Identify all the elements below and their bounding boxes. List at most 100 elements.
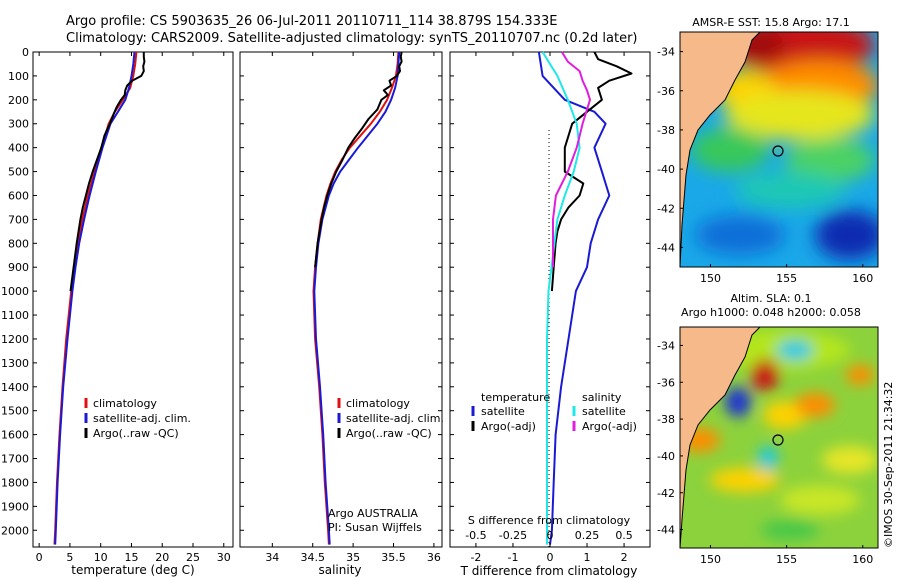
depth-tick-label: 1300: [1, 357, 29, 370]
salinity-panel: [239, 51, 443, 548]
x-tick-label-salinity: 0.5: [615, 529, 633, 542]
difference-xlabel: T difference from climatology: [460, 564, 638, 578]
series-line-argo: [314, 51, 403, 268]
x-tick-label: 2: [621, 551, 628, 564]
imos-credit: ©IMOS 30-Sep-2011 21:34:32: [882, 382, 895, 548]
legend-label-t-argo: Argo(-adj): [481, 420, 536, 433]
depth-tick-label: 1400: [1, 381, 29, 394]
depth-tick-label: 0: [22, 46, 29, 59]
depth-tick-label: 1700: [1, 453, 29, 466]
y-tick-label: -36: [657, 376, 675, 389]
sla-map-title-line2: Argo h1000: 0.048 h2000: 0.058: [681, 306, 861, 319]
y-tick-label: -34: [657, 46, 675, 59]
x-tick-label: 10: [94, 551, 108, 564]
x-tick-label: 155: [776, 553, 797, 566]
difference-panel: [449, 51, 651, 548]
legend-label-s-argo: Argo(-adj): [582, 420, 637, 433]
x-tick-label: 0: [36, 551, 43, 564]
legend-label-climatology: climatology: [346, 397, 410, 410]
legend-label-satellite: satellite-adj. clim.: [93, 412, 191, 425]
sst-map-axes: 150 155 160 -34 -36 -38 -40 -42 -44: [657, 46, 873, 285]
x-tick-label: 35.5: [381, 551, 406, 564]
temperature-series: [53, 51, 146, 545]
sst-map: [680, 32, 878, 267]
x-tick-label: 15: [124, 551, 138, 564]
x-tick-label: 36: [427, 551, 441, 564]
depth-tick-label: 100: [8, 70, 29, 83]
sla-map-frame: [679, 326, 879, 549]
x-tick-label: 35: [346, 551, 360, 564]
x-tick-label: 160: [852, 553, 873, 566]
legend-label-s-satellite: satellite: [582, 405, 626, 418]
legend-label-t-satellite: satellite: [481, 405, 525, 418]
temperature-legend: climatology satellite-adj. clim. Argo(..…: [84, 397, 191, 440]
y-tick-label: -40: [657, 163, 675, 176]
depth-tick-label: 300: [8, 118, 29, 131]
depth-tick-label: 800: [8, 237, 29, 250]
legend-label-climatology: climatology: [93, 397, 157, 410]
temperature-xlabel: temperature (deg C): [71, 563, 194, 577]
legend-title-temperature: temperature: [481, 391, 550, 404]
x-tick-label: 1: [584, 551, 591, 564]
x-tick-label: 25: [186, 551, 200, 564]
depth-tick-label: 600: [8, 189, 29, 202]
series-line-t-argo: [550, 51, 633, 292]
depth-tick-label: 1800: [1, 476, 29, 489]
difference-series: [537, 51, 633, 545]
x-tick-label-salinity: -0.5: [465, 529, 486, 542]
y-tick-label: -40: [657, 450, 675, 463]
depth-tick-label: 700: [8, 213, 29, 226]
series-line-s-argo: [552, 51, 591, 268]
legend-label-satellite: satellite-adj. clim.: [346, 412, 444, 425]
x-tick-label: 160: [852, 272, 873, 285]
difference-top-xlabel: S difference from climatology: [468, 514, 631, 527]
depth-tick-label: 2000: [1, 524, 29, 537]
x-tick-label: 34: [265, 551, 279, 564]
y-tick-label: -42: [657, 487, 675, 500]
depth-tick-label: 1900: [1, 500, 29, 513]
sst-map-title: AMSR-E SST: 15.8 Argo: 17.1: [692, 16, 850, 29]
argo-float-marker: [772, 434, 784, 446]
x-tick-label: -1: [507, 551, 518, 564]
series-line-satellite: [54, 51, 136, 545]
salinity-xlabel: salinity: [318, 563, 361, 577]
figure-title-line1: Argo profile: CS 5903635_26 06-Jul-2011 …: [66, 14, 557, 29]
legend-label-argo: Argo(..raw -QC): [346, 427, 432, 440]
y-tick-label: -38: [657, 124, 675, 137]
annotation-pi: PI: Susan Wijffels: [328, 521, 422, 534]
depth-tick-label: 1600: [1, 429, 29, 442]
depth-tick-label: 1000: [1, 285, 29, 298]
legend-title-salinity: salinity: [582, 391, 622, 404]
x-tick-label: 155: [776, 272, 797, 285]
annotation-program: Argo AUSTRALIA: [328, 507, 418, 520]
salinity-series: [312, 51, 403, 545]
x-tick-label-salinity: 0: [547, 529, 554, 542]
series-line-s-satellite: [541, 51, 581, 545]
x-tick-label: 34.5: [300, 551, 325, 564]
x-tick-label: 150: [700, 553, 721, 566]
difference-xaxis: -2 -1 0 1 2 -0.5 -0.25 0 0.25 0.5: [465, 52, 633, 564]
depth-tick-label: 1100: [1, 309, 29, 322]
y-tick-label: -36: [657, 85, 675, 98]
x-tick-label: 5: [66, 551, 73, 564]
y-tick-label: -42: [657, 202, 675, 215]
depth-axis: 0 100 200 300 400 500 600 700 800 900 1000 1100 1200…: [1, 46, 650, 537]
sla-map: [680, 327, 878, 548]
x-tick-label: 20: [155, 551, 169, 564]
figure-title-line2: Climatology: CARS2009. Satellite-adjuste…: [66, 31, 638, 46]
salinity-xaxis: 34 34.5 35 35.5 36: [265, 52, 441, 564]
series-line-argo: [69, 52, 146, 292]
x-tick-label-salinity: 0.25: [575, 529, 600, 542]
sla-map-title-line1: Altim. SLA: 0.1: [730, 292, 811, 305]
sst-map-frame: [679, 31, 879, 268]
temperature-xaxis: 0 5 10 15 20 25 30: [36, 52, 231, 564]
x-tick-label: 0: [547, 551, 554, 564]
y-tick-label: -34: [657, 339, 675, 352]
difference-legend: temperature satellite Argo(-adj) salinit…: [471, 391, 637, 433]
depth-tick-label: 1200: [1, 333, 29, 346]
x-tick-label: -2: [470, 551, 481, 564]
depth-tick-label: 500: [8, 166, 29, 179]
depth-tick-label: 400: [8, 142, 29, 155]
salinity-legend: climatology satellite-adj. clim. Argo(..…: [337, 397, 444, 440]
